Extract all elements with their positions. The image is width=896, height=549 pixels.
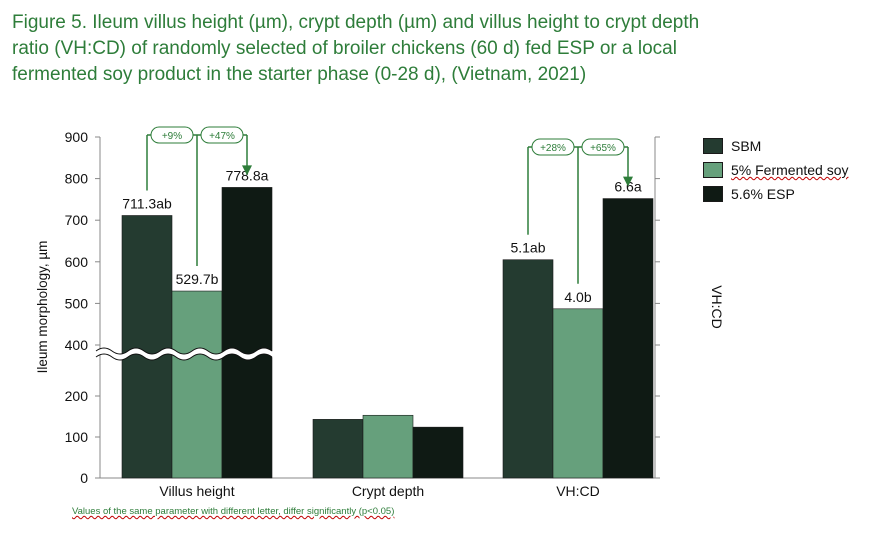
annotation-bubble	[581, 138, 625, 156]
bar-data-label: 529.7b	[176, 271, 219, 287]
y-tick-label: 900	[65, 129, 89, 145]
annotation-arrow	[623, 176, 633, 187]
bar-5-fermented-soy-crypt-depth	[362, 414, 414, 479]
title-line-3: fermented soy product in the starter pha…	[12, 64, 587, 85]
legend-label-sbm: SBM	[731, 138, 762, 154]
x-tick-label: Crypt depth	[352, 483, 424, 499]
y-tick-label: 600	[65, 254, 89, 270]
x-tick-label: Villus height	[159, 483, 234, 499]
annotation-arrow	[242, 165, 252, 176]
title-line-1: Figure 5. Ileum villus height (µm), cryp…	[12, 12, 700, 33]
y-tick-label: 0	[80, 470, 88, 486]
y-axis-label: Ileum morphology, µm	[35, 241, 50, 374]
bar-5-6-esp-villus-height	[221, 187, 273, 479]
bar-data-label: 778.8a	[226, 167, 269, 183]
y-tick-label: 100	[65, 429, 89, 445]
annotation-label: +47%	[209, 131, 235, 142]
annotation-bubble	[150, 126, 194, 144]
footnote: Values of the same parameter with differ…	[72, 506, 395, 517]
bar-5-fermented-soy-villus-height	[171, 290, 223, 479]
bar-data-label: 5.1ab	[510, 240, 545, 256]
legend-swatch-sbm	[703, 138, 723, 154]
figure-title: Figure 5. Ileum villus height (µm), cryp…	[12, 10, 872, 88]
y-tick-label: 800	[65, 171, 89, 187]
annotation-bubble	[531, 138, 575, 156]
legend-label-fermented-soy: 5% Fermented soy	[731, 162, 849, 178]
y-tick-label: 700	[65, 212, 89, 228]
legend-item-fermented-soy: 5% Fermented soy	[703, 158, 849, 182]
y-tick-label: 500	[65, 295, 89, 311]
annotation-label: +65%	[590, 143, 616, 154]
annotation-label: +28%	[540, 143, 566, 154]
bar-5-6-esp-crypt-depth	[412, 426, 464, 479]
annotation-label: +9%	[162, 131, 182, 142]
bar-sbm-villus-height	[121, 215, 173, 479]
legend-swatch-fermented-soy	[703, 162, 723, 178]
legend: SBM 5% Fermented soy 5.6% ESP	[703, 134, 849, 206]
y-tick-label: 400	[65, 337, 89, 353]
y2-axis-label: VH:CD	[709, 285, 725, 329]
bar-5-fermented-soy-vh-cd	[552, 308, 604, 479]
bar-sbm-vh-cd	[502, 259, 554, 479]
axis-break-line	[95, 347, 273, 355]
bar-data-label: 6.6a	[614, 179, 641, 195]
x-tick-label: VH:CD	[556, 483, 600, 499]
legend-item-esp: 5.6% ESP	[703, 182, 849, 206]
y-tick-label: 200	[65, 388, 89, 404]
bar-data-label: 711.3ab	[122, 195, 172, 211]
annotation-bubble	[200, 126, 244, 144]
bar-5-6-esp-vh-cd	[602, 198, 654, 479]
legend-swatch-esp	[703, 186, 723, 202]
legend-item-sbm: SBM	[703, 134, 849, 158]
axis-break-line	[95, 353, 273, 361]
legend-label-esp: 5.6% ESP	[731, 186, 795, 202]
bar-sbm-crypt-depth	[312, 419, 364, 479]
bar-data-label: 4.0b	[564, 289, 591, 305]
title-line-2: ratio (VH:CD) of randomly selected of br…	[12, 38, 677, 59]
